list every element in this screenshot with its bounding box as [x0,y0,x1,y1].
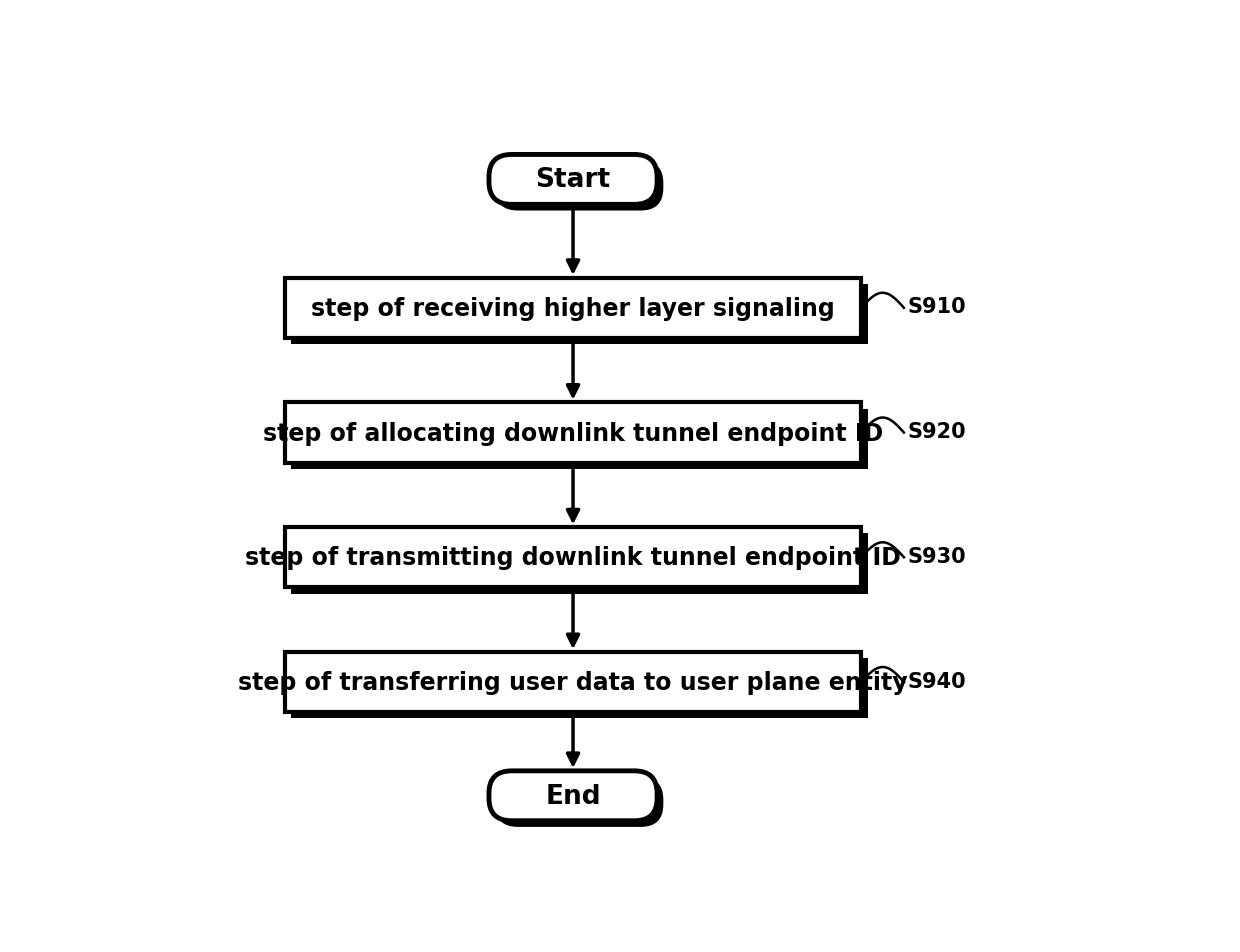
FancyBboxPatch shape [291,285,868,345]
Text: step of allocating downlink tunnel endpoint ID: step of allocating downlink tunnel endpo… [263,421,883,446]
FancyBboxPatch shape [489,771,657,821]
FancyBboxPatch shape [291,409,868,469]
FancyBboxPatch shape [495,777,663,827]
FancyBboxPatch shape [291,534,868,594]
Text: step of receiving higher layer signaling: step of receiving higher layer signaling [311,296,835,321]
Text: S920: S920 [908,422,966,442]
Text: step of transmitting downlink tunnel endpoint ID: step of transmitting downlink tunnel end… [246,545,901,569]
FancyBboxPatch shape [285,527,862,587]
Text: step of transferring user data to user plane entity: step of transferring user data to user p… [238,670,908,694]
Text: S930: S930 [908,546,966,566]
FancyBboxPatch shape [489,155,657,205]
Text: End: End [546,783,601,809]
FancyBboxPatch shape [285,278,862,339]
FancyBboxPatch shape [495,162,663,211]
Text: S940: S940 [908,671,966,691]
FancyBboxPatch shape [285,652,862,712]
FancyBboxPatch shape [285,403,862,464]
Text: Start: Start [536,168,610,193]
Text: S910: S910 [908,297,966,317]
FancyBboxPatch shape [291,659,868,719]
